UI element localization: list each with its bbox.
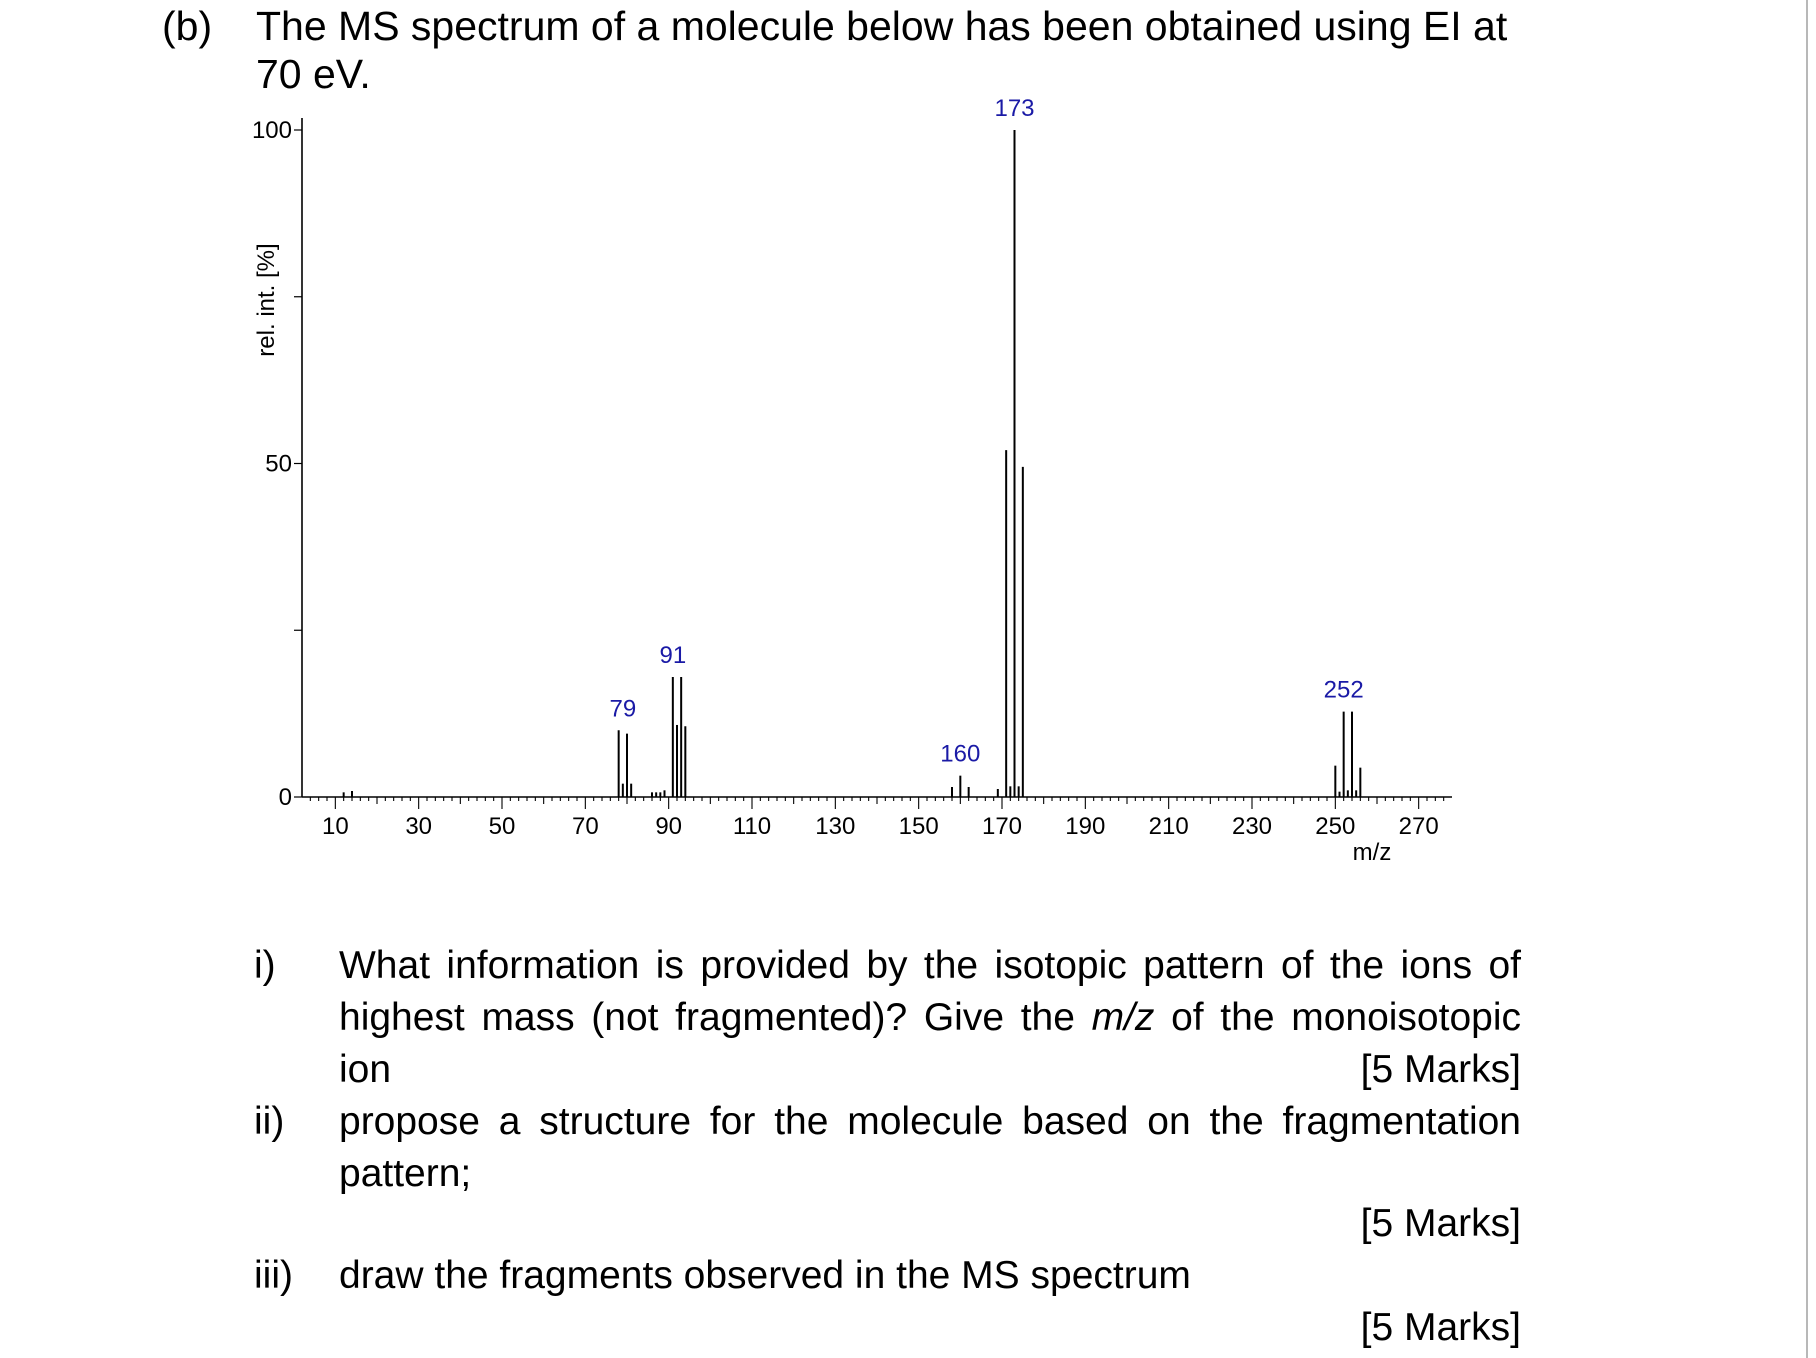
x-tick-label: 190 xyxy=(1065,813,1105,840)
x-tick-label: 30 xyxy=(405,813,432,840)
x-tick-label: 150 xyxy=(899,813,939,840)
subquestion-2-number: ii) xyxy=(254,1100,285,1143)
chart-axes xyxy=(301,118,1452,798)
x-tick-label: 130 xyxy=(815,813,855,840)
subquestion-3-number: iii) xyxy=(254,1254,293,1297)
peak-label: 160 xyxy=(940,741,980,768)
y-axis-label: rel. int. [%] xyxy=(253,243,280,356)
subquestion-2-line-1: propose a structure for the molecule bas… xyxy=(339,1100,1521,1143)
subquestion-3-marks: [5 Marks] xyxy=(1360,1306,1521,1349)
page-edge-divider xyxy=(1806,0,1808,1358)
subquestion-3-line-1: draw the fragments observed in the MS sp… xyxy=(339,1254,1191,1297)
peak-label: 91 xyxy=(659,642,686,669)
x-ticks: 10 30 50 70 90 110 130 150 170 190 210 230 250 270 xyxy=(309,797,1445,840)
peak-bars xyxy=(342,130,1362,797)
x-tick-label: 110 xyxy=(733,813,771,840)
subquestion-1-line-2-mz: m/z xyxy=(1091,996,1155,1039)
subquestion-1-line-2-pre: highest mass (not fragmented)? Give the xyxy=(339,996,1092,1039)
subquestion-1-line-2: highest mass (not fragmented)? Give the … xyxy=(339,992,1521,1096)
x-tick-label: 50 xyxy=(489,813,516,840)
x-axis-label: m/z xyxy=(1353,839,1392,866)
question-part-label: (b) xyxy=(162,3,213,49)
y-tick-label: 100 xyxy=(252,117,292,144)
x-tick-label: 270 xyxy=(1399,813,1439,840)
x-tick-label: 70 xyxy=(572,813,599,840)
subquestion-2-marks: [5 Marks] xyxy=(1360,1202,1521,1245)
x-tick-label: 90 xyxy=(655,813,682,840)
peak-label: 173 xyxy=(994,95,1034,122)
peak-labels: 79 91 160 173 252 xyxy=(609,95,1363,768)
x-tick-label: 210 xyxy=(1149,813,1189,840)
ms-spectrum-chart: 10 30 50 70 90 110 130 150 170 190 210 230 250 270 0 5… xyxy=(252,95,1452,866)
y-tick-label: 0 xyxy=(279,784,292,811)
subquestion-1-marks: [5 Marks] xyxy=(1360,1048,1521,1091)
subquestion-1-number: i) xyxy=(254,944,276,987)
subquestion-1-line-1: What information is provided by the isot… xyxy=(339,944,1521,987)
subquestion-1-line-2-post: of the monoisotopic ion xyxy=(339,996,1521,1091)
x-tick-label: 250 xyxy=(1315,813,1355,840)
peak-label: 79 xyxy=(609,695,636,722)
question-intro: The MS spectrum of a molecule below has … xyxy=(256,3,1508,97)
subquestion-2-line-2: pattern; xyxy=(339,1152,472,1195)
x-tick-label: 10 xyxy=(322,813,349,840)
x-tick-label: 230 xyxy=(1232,813,1272,840)
x-tick-label: 170 xyxy=(982,813,1022,840)
y-tick-label: 50 xyxy=(265,451,292,478)
peak-label: 252 xyxy=(1324,677,1364,704)
y-ticks: 0 50 100 xyxy=(252,117,302,811)
